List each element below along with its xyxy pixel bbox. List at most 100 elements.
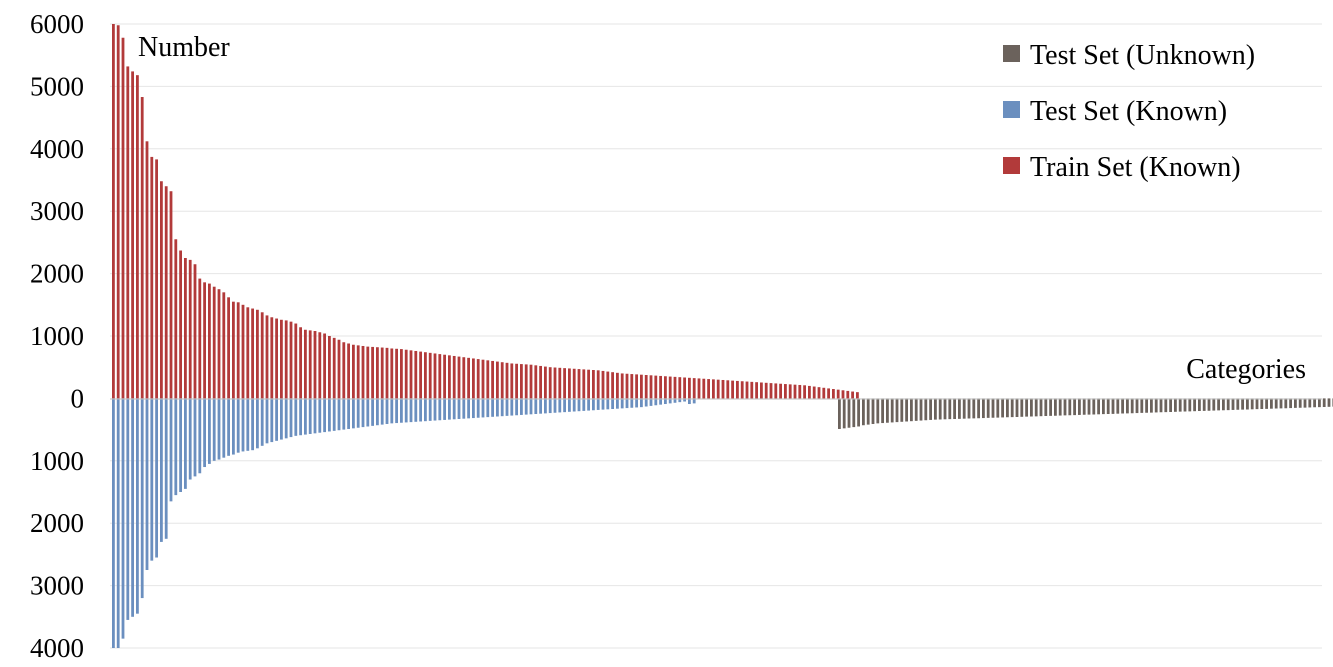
train-known-bar [481,359,485,399]
test-known-bar [222,398,226,458]
train-known-bar [136,75,139,399]
test-unknown-bar [948,398,952,420]
test-known-bars [112,398,696,648]
test-known-bar [510,398,514,416]
train-known-bar [256,309,259,399]
test-unknown-bar [871,398,875,424]
train-known-bar [227,297,230,399]
test-known-bar [544,398,547,414]
train-known-bar [371,346,374,399]
test-known-bar [236,398,240,453]
test-known-bar [184,398,187,489]
test-known-bar [112,398,115,648]
train-known-bar [275,318,278,399]
test-unknown-bar [1154,398,1158,413]
test-known-bar [232,398,235,455]
train-known-bar [390,348,394,399]
train-known-bar [323,333,326,399]
train-known-bar [601,370,605,399]
y-tick-label: 0 [71,383,85,413]
test-unknown-bar [886,398,889,423]
train-known-bar [318,332,322,399]
test-unknown-bar [967,398,971,419]
test-unknown-bar [1193,398,1196,412]
train-known-bar [793,384,797,399]
test-known-bar [131,398,134,617]
test-unknown-bar [1289,398,1292,409]
test-unknown-bar [1327,398,1331,407]
train-known-bar [150,156,154,399]
train-known-bar [841,390,845,399]
test-known-bar [524,398,528,415]
train-known-bar [424,352,427,399]
test-unknown-bar [1054,398,1057,416]
train-known-bar [606,371,610,399]
test-unknown-bar [910,398,913,422]
test-known-bar [217,398,221,460]
test-known-bar [644,398,648,407]
test-known-bar [419,398,422,422]
train-known-bar [188,259,192,399]
train-known-bar [395,348,398,399]
y-tick-label: 2000 [30,259,84,289]
test-unknown-bar [1274,398,1278,409]
test-known-bar [208,398,211,464]
test-unknown-bar [1140,398,1144,413]
y-tick-label: 4000 [30,134,84,164]
test-known-bar [260,398,264,446]
test-known-bar [188,398,192,480]
test-unknown-bar [1231,398,1235,410]
train-known-bar [496,361,499,399]
test-unknown-bar [1322,398,1326,408]
test-known-bar [265,398,269,444]
test-unknown-bar [1111,398,1115,414]
test-unknown-bar [1246,398,1249,410]
train-known-bar [212,286,216,399]
test-unknown-bar [1159,398,1163,413]
train-known-bar [433,353,437,399]
test-known-bar [476,398,480,418]
test-known-bar [582,398,586,411]
legend-entry-train-known: Train Set (Known) [1003,152,1241,183]
train-known-bar [337,339,341,399]
test-known-bar [659,398,662,405]
test-known-bar [568,398,571,412]
test-known-bar [313,398,317,434]
test-unknown-bar [1010,398,1014,418]
test-known-bar [414,398,418,422]
test-known-bar [275,398,278,441]
test-known-bar [572,398,576,412]
test-known-bar [500,398,504,417]
test-known-bar [385,398,389,424]
train-known-bar [836,389,840,399]
train-known-bar [313,331,317,399]
train-known-bar [678,377,682,399]
test-unknown-bar [1121,398,1124,414]
train-known-bar [803,385,806,399]
train-known-bar [155,159,158,399]
train-known-bar [376,347,379,399]
test-known-bar [438,398,442,421]
test-known-bar [284,398,288,439]
test-known-bar [616,398,619,409]
test-unknown-bar [1030,398,1033,417]
gridlines [110,23,1322,649]
test-known-bar [683,398,686,402]
train-known-bar [112,24,115,399]
train-known-bar [572,368,576,399]
y-tick-label: 1000 [30,446,84,476]
train-known-bar [241,304,245,399]
train-known-bar [438,354,442,399]
test-known-bar [424,398,427,422]
train-known-bar [251,308,254,399]
test-known-bar [539,398,542,414]
test-unknown-bar [847,398,851,428]
test-unknown-bar [972,398,976,419]
test-unknown-bar [1116,398,1120,414]
train-known-bar [697,378,701,399]
test-known-bar [332,398,336,431]
train-known-bar [673,376,677,399]
test-unknown-bar [1135,398,1139,414]
train-known-bar [548,367,552,399]
